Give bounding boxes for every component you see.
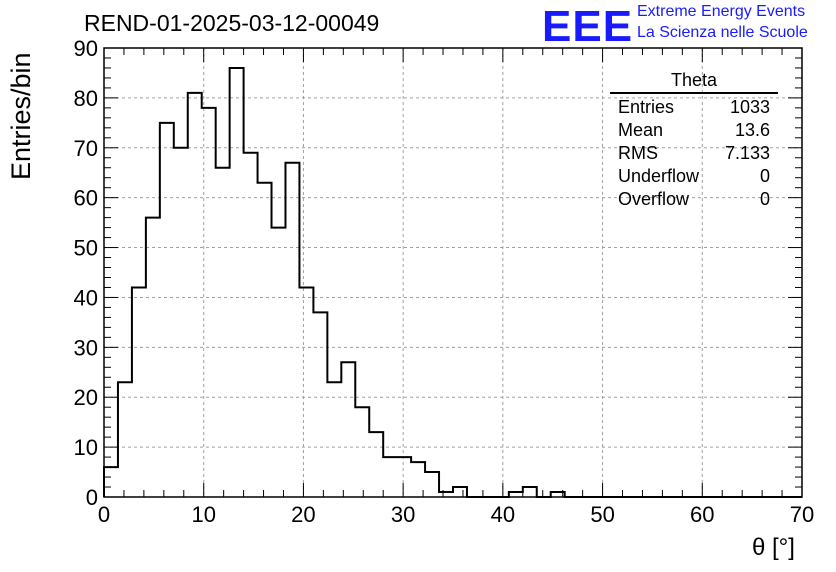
stats-label: Overflow bbox=[618, 189, 690, 209]
histogram-bin bbox=[272, 228, 286, 497]
histogram-bin bbox=[146, 218, 160, 497]
histogram-bin bbox=[132, 287, 146, 497]
x-tick-label: 60 bbox=[690, 502, 714, 527]
stats-label: Underflow bbox=[618, 166, 700, 186]
x-tick-label: 30 bbox=[391, 502, 415, 527]
y-tick-label: 40 bbox=[74, 285, 98, 310]
histogram-bin bbox=[397, 457, 411, 497]
y-tick-label: 10 bbox=[74, 435, 98, 460]
stats-value: 0 bbox=[759, 166, 770, 186]
stats-label: Entries bbox=[618, 97, 675, 117]
chart-title: REND-01-2025-03-12-00049 bbox=[84, 10, 380, 36]
x-tick-label: 70 bbox=[790, 502, 814, 527]
histogram-bin bbox=[453, 487, 467, 497]
x-axis-label: θ [°] bbox=[752, 534, 795, 561]
histogram-bin bbox=[327, 382, 341, 497]
stats-row-rms: RMS 7.133 bbox=[610, 142, 778, 165]
x-tick-label: 40 bbox=[491, 502, 515, 527]
histogram-bin bbox=[369, 432, 383, 497]
histogram-bin bbox=[355, 407, 369, 497]
y-tick-label: 20 bbox=[74, 385, 98, 410]
histogram-bin bbox=[216, 168, 230, 497]
histogram-bin bbox=[285, 163, 299, 497]
stats-box: Theta Entries 1033 Mean 13.6 RMS 7.133 U… bbox=[610, 70, 778, 211]
stats-value: 0 bbox=[759, 189, 770, 209]
stats-value: 1033 bbox=[729, 97, 770, 117]
y-axis-label: Entries/bin bbox=[6, 52, 36, 180]
histogram-bin bbox=[425, 472, 439, 497]
histogram-bin bbox=[202, 108, 216, 497]
histogram-bin bbox=[174, 148, 188, 497]
histogram-bin bbox=[383, 457, 397, 497]
histogram-bin bbox=[244, 153, 258, 497]
logo-subtitle-line2: La Scienza nelle Scuole bbox=[637, 24, 808, 41]
histogram-bin bbox=[299, 287, 313, 497]
plot-frame bbox=[103, 47, 803, 498]
stats-value: 13.6 bbox=[734, 120, 770, 140]
histogram-bin bbox=[313, 312, 327, 497]
histogram-bin bbox=[104, 467, 118, 497]
stats-box-title: Theta bbox=[610, 70, 778, 94]
logo-subtitle-line1: Extreme Energy Events bbox=[637, 3, 806, 20]
histogram-bin bbox=[523, 487, 537, 497]
y-tick-label: 30 bbox=[74, 335, 98, 360]
histogram-bin bbox=[230, 68, 244, 497]
histogram-bin bbox=[341, 362, 355, 497]
stats-value: 7.133 bbox=[724, 143, 770, 163]
y-tick-label: 50 bbox=[74, 236, 98, 261]
histogram-bin bbox=[188, 93, 202, 497]
eee-logo: EEE bbox=[542, 2, 634, 51]
histogram-bin bbox=[258, 183, 272, 497]
histogram-bin bbox=[411, 462, 425, 497]
x-tick-label: 20 bbox=[291, 502, 315, 527]
x-tick-label: 10 bbox=[191, 502, 215, 527]
x-tick-label: 50 bbox=[590, 502, 614, 527]
stats-label: Mean bbox=[618, 120, 664, 140]
histogram-bin bbox=[118, 382, 132, 497]
stats-row-underflow: Underflow 0 bbox=[610, 165, 778, 188]
stats-row-overflow: Overflow 0 bbox=[610, 188, 778, 211]
y-tick-label: 0 bbox=[86, 485, 98, 510]
y-tick-label: 90 bbox=[74, 36, 98, 61]
histogram-bin bbox=[160, 123, 174, 497]
x-tick-label: 0 bbox=[98, 502, 110, 527]
y-tick-label: 70 bbox=[74, 136, 98, 161]
stats-row-mean: Mean 13.6 bbox=[610, 119, 778, 142]
stats-label: RMS bbox=[618, 143, 658, 163]
stats-row-entries: Entries 1033 bbox=[610, 96, 778, 119]
y-tick-label: 80 bbox=[74, 86, 98, 111]
y-tick-label: 60 bbox=[74, 186, 98, 211]
